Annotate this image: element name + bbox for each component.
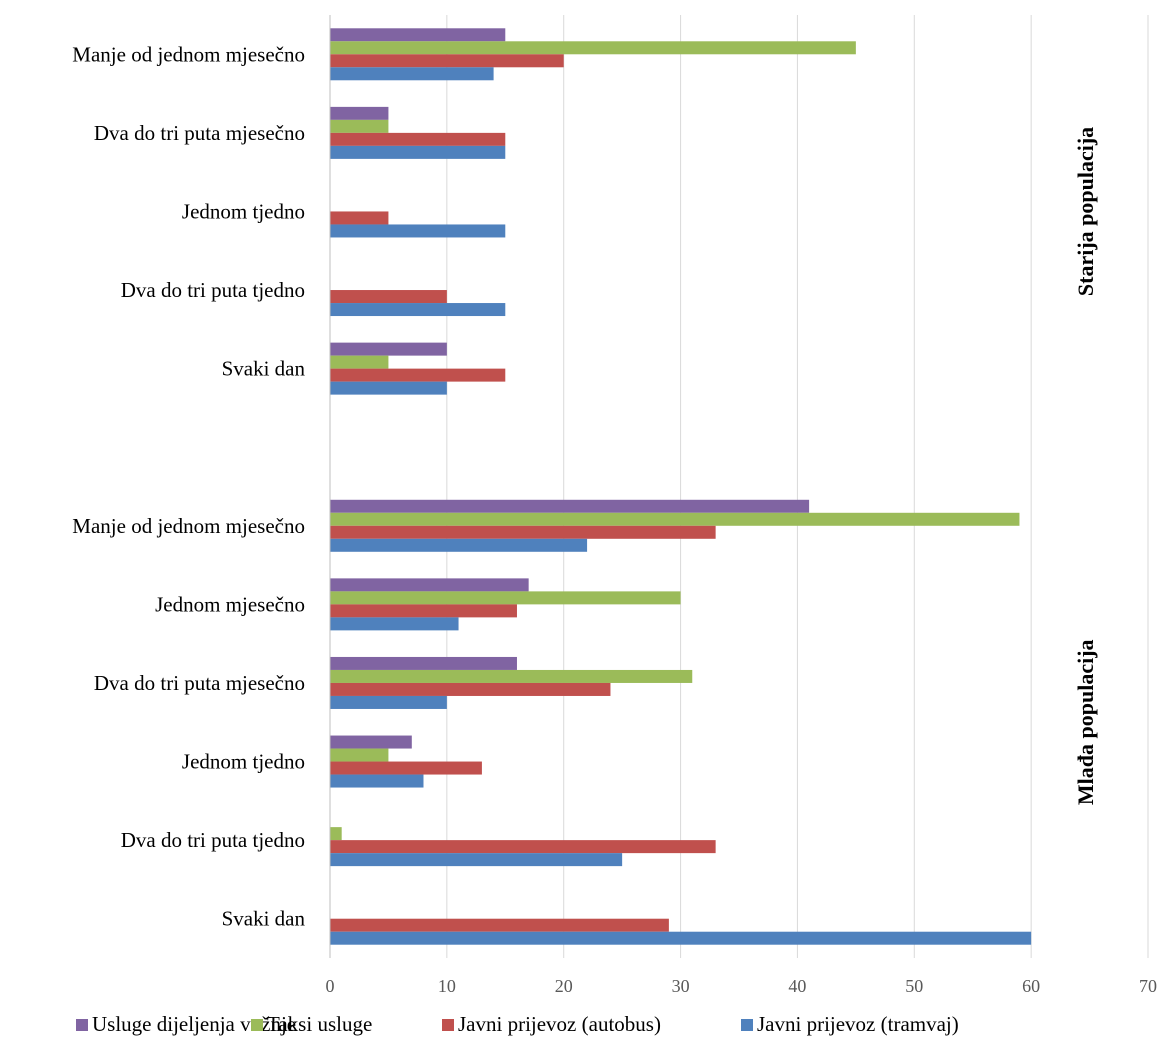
x-tick-label: 50	[905, 976, 923, 996]
category-label: Manje od jednom mjesečno	[72, 42, 305, 66]
bar-taksi	[330, 669, 693, 683]
group-labels: Starija populacija Mlađa populacija	[1073, 127, 1098, 805]
bar-tramvaj	[330, 381, 447, 395]
bar-autobus	[330, 211, 389, 225]
bar-autobus	[330, 918, 669, 932]
bar-autobus	[330, 368, 506, 382]
bar-autobus	[330, 525, 716, 539]
x-tick-label: 30	[672, 976, 690, 996]
bar-tramvaj	[330, 774, 424, 788]
bar-autobus	[330, 132, 506, 146]
legend-label: Javni prijevoz (autobus)	[458, 1012, 661, 1036]
gridlines	[446, 15, 1149, 958]
bar-tramvaj	[330, 617, 459, 631]
bar-tramvaj	[330, 853, 623, 867]
bar-tramvaj	[330, 538, 588, 552]
bar-dijeljenje	[330, 499, 810, 513]
bars	[330, 28, 1032, 945]
bar-dijeljenje	[330, 656, 517, 670]
bar-taksi	[330, 748, 389, 762]
bar-taksi	[330, 355, 389, 369]
bar-taksi	[330, 41, 856, 55]
group-label: Mlađa populacija	[1073, 639, 1098, 805]
bar-autobus	[330, 54, 564, 68]
x-tick-label: 10	[438, 976, 456, 996]
x-axis-ticks: 0 10 20 30 40 50 60 70	[326, 976, 1158, 996]
category-label: Manje od jednom mjesečno	[72, 514, 305, 538]
category-label: Jednom mjesečno	[155, 592, 305, 616]
bar-tramvaj	[330, 695, 447, 709]
category-label: Dva do tri puta mjesečno	[94, 671, 305, 695]
bar-tramvaj	[330, 145, 506, 159]
category-label: Dva do tri puta tjedno	[121, 828, 305, 852]
bar-dijeljenje	[330, 28, 506, 42]
x-tick-label: 40	[788, 976, 806, 996]
x-tick-label: 70	[1139, 976, 1157, 996]
bar-tramvaj	[330, 67, 494, 81]
bar-tramvaj	[330, 303, 506, 317]
bar-taksi	[330, 512, 1020, 526]
category-label: Svaki dan	[222, 357, 306, 381]
bar-dijeljenje	[330, 735, 412, 749]
bar-autobus	[330, 290, 447, 304]
legend-swatch	[251, 1019, 263, 1031]
legend-label: Usluge dijeljenja vožnje	[92, 1012, 296, 1036]
bar-taksi	[330, 591, 681, 605]
legend-swatch	[741, 1019, 753, 1031]
category-label: Dva do tri puta mjesečno	[94, 121, 305, 145]
category-labels: Manje od jednom mjesečno Dva do tri puta …	[72, 42, 305, 930]
category-label: Svaki dan	[222, 907, 306, 931]
group-label: Starija populacija	[1073, 127, 1098, 296]
x-tick-label: 20	[555, 976, 573, 996]
bar-autobus	[330, 682, 611, 696]
category-label: Jednom tjedno	[182, 199, 305, 223]
legend-swatch	[442, 1019, 454, 1031]
bar-tramvaj	[330, 931, 1032, 945]
bar-tramvaj	[330, 224, 506, 238]
bar-autobus	[330, 761, 482, 775]
bar-taksi	[330, 827, 342, 841]
legend-label: Taksi usluge	[267, 1012, 372, 1036]
bar-autobus	[330, 840, 716, 854]
bar-autobus	[330, 604, 517, 618]
bar-dijeljenje	[330, 578, 529, 592]
legend-swatch	[76, 1019, 88, 1031]
category-label: Jednom tjedno	[182, 750, 305, 774]
bar-dijeljenje	[330, 106, 389, 120]
x-tick-label: 0	[326, 976, 335, 996]
bar-taksi	[330, 119, 389, 133]
legend-label: Javni prijevoz (tramvaj)	[757, 1012, 959, 1036]
x-tick-label: 60	[1022, 976, 1040, 996]
bar-dijeljenje	[330, 342, 447, 356]
category-label: Dva do tri puta tjedno	[121, 278, 305, 302]
